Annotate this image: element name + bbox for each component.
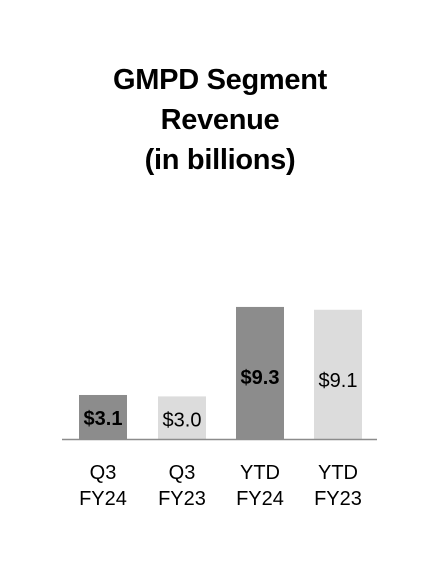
bar-1: [79, 394, 127, 439]
x-tick-label-2-line-2: FY23: [158, 488, 206, 510]
data-label-4: $9.1: [319, 370, 358, 392]
x-tick-label-4: YTD FY23: [298, 460, 378, 512]
x-tick-label-1: Q3 FY24: [63, 460, 143, 512]
chart-title-line-1: GMPD Segment: [113, 64, 327, 96]
x-tick-label-2-line-1: Q3: [168, 462, 196, 484]
chart-title-line-2: Revenue: [160, 104, 280, 136]
bar-2: [158, 396, 206, 439]
x-tick-label-4-line-2: FY23: [314, 488, 362, 510]
chart-title: GMPD Segment Revenue (in billions): [0, 60, 440, 180]
x-tick-label-3-line-2: FY24: [236, 488, 284, 510]
data-label-2: $3.0: [163, 409, 202, 431]
x-tick-label-3-line-1: YTD: [240, 462, 280, 484]
x-tick-label-1-line-1: Q3: [89, 462, 117, 484]
x-tick-label-4-line-1: YTD: [318, 462, 358, 484]
bar-3: [236, 306, 284, 439]
x-tick-label-1-line-2: FY24: [79, 488, 127, 510]
data-label-1: $3.1: [84, 408, 123, 430]
chart-title-line-3: (in billions): [144, 144, 296, 176]
bar-4: [314, 309, 362, 439]
x-tick-label-2: Q3 FY23: [142, 460, 222, 512]
x-tick-label-3: YTD FY24: [220, 460, 300, 512]
data-label-3: $9.3: [241, 367, 280, 389]
